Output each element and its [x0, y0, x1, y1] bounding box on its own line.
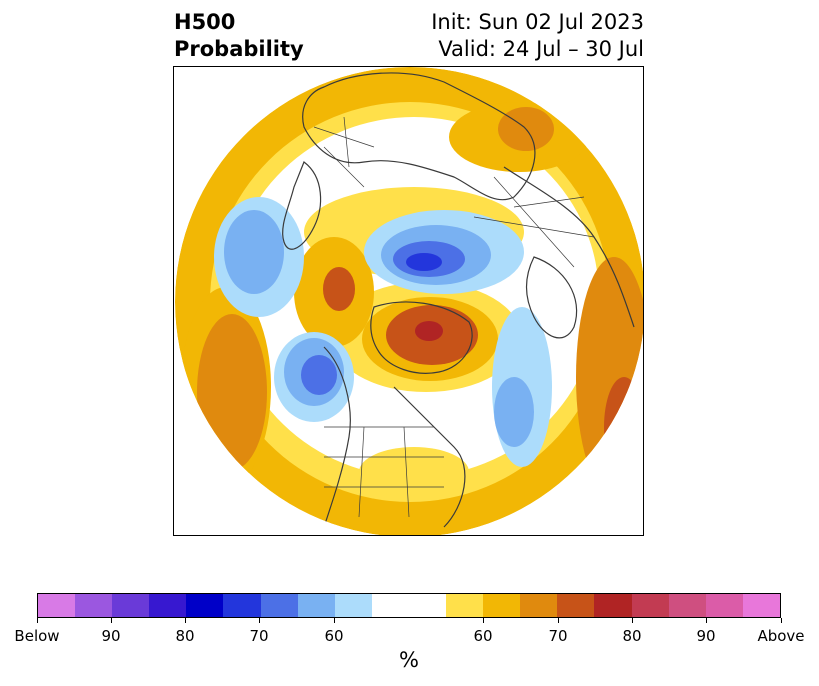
colorbar-tick-label: 70: [249, 627, 269, 645]
above-80-europe: [323, 267, 355, 311]
colorbar-swatch: [668, 594, 706, 617]
colorbar-swatch: [371, 594, 447, 617]
colorbar-tick-label: 80: [622, 627, 642, 645]
polar-map: [175, 67, 643, 535]
colorbar-unit-label: %: [399, 648, 419, 672]
colorbar-swatch: [446, 594, 484, 617]
colorbar-swatch: [75, 594, 113, 617]
title-valid-range: Valid: 24 Jul – 30 Jul: [438, 37, 644, 61]
colorbar-tick-label: 70: [548, 627, 568, 645]
us-state-borders: [324, 426, 444, 518]
map-panel: [173, 66, 644, 536]
colorbar-swatch: [705, 594, 743, 617]
colorbar-tick-mark: [482, 618, 484, 623]
colorbar-swatch: [520, 594, 558, 617]
title-variable: H500: [174, 10, 236, 34]
colorbar-swatch: [594, 594, 632, 617]
asia-borders: [473, 176, 595, 268]
europe-west-coast: [282, 161, 322, 250]
title-init-date: Init: Sun 02 Jul 2023: [431, 10, 644, 34]
coastlines: [282, 72, 635, 528]
colorbar-swatch: [149, 594, 187, 617]
below-60-north-pacific: [494, 377, 534, 447]
north-america-east-coast: [393, 386, 466, 528]
asia-north-coast: [302, 72, 536, 201]
colorbar-swatch: [297, 594, 335, 617]
above-50-southeast-us: [359, 447, 469, 497]
colorbar-tick-label: 90: [101, 627, 121, 645]
colorbar-swatch: [112, 594, 150, 617]
below-60-north-atlantic: [224, 210, 284, 294]
colorbar-swatch: [631, 594, 669, 617]
alaska-bering-coast: [525, 256, 578, 339]
colorbar-tick-label: 80: [175, 627, 195, 645]
colorbar-tick-mark: [333, 618, 335, 623]
colorbar-swatch: [334, 594, 372, 617]
colorbar-swatch: [38, 594, 76, 617]
colorbar-tick-mark: [36, 618, 38, 623]
colorbar-tick-mark: [258, 618, 260, 623]
probability-field: [175, 67, 643, 535]
colorbar-tick-mark: [780, 618, 782, 623]
above-80-arabia: [604, 377, 643, 477]
north-america-west-coast: [323, 346, 351, 528]
chart-title-right: Init: Sun 02 Jul 2023 Valid: 24 Jul – 30…: [431, 9, 644, 63]
colorbar-tick-mark: [184, 618, 186, 623]
colorbar-tick-label: 60: [473, 627, 493, 645]
colorbar-swatch: [557, 594, 595, 617]
greenland-coast: [370, 301, 473, 374]
colorbar-swatch: [223, 594, 261, 617]
colorbar-swatch: [186, 594, 224, 617]
colorbar-tick-label: Below: [14, 627, 60, 645]
colorbar-tick-mark: [110, 618, 112, 623]
colorbar-swatch: [742, 594, 780, 617]
title-product: Probability: [174, 37, 304, 61]
colorbar: [37, 593, 781, 618]
chart-title-left: H500 Probability: [174, 9, 304, 63]
europe-borders: [313, 116, 375, 188]
colorbar-tick-label: 60: [324, 627, 344, 645]
colorbar-swatch: [260, 594, 298, 617]
colorbar-tick-mark: [631, 618, 633, 623]
below-70-east-atlantic: [301, 355, 337, 395]
colorbar-tick-mark: [557, 618, 559, 623]
colorbar-tick-label: 90: [696, 627, 716, 645]
below-80-siberia: [406, 253, 442, 271]
above-90-greenland: [415, 321, 443, 341]
above-70-east-pacific: [197, 314, 267, 470]
colorbar-tick-mark: [705, 618, 707, 623]
colorbar-swatch: [483, 594, 521, 617]
colorbar-tick-label: Above: [757, 627, 805, 645]
